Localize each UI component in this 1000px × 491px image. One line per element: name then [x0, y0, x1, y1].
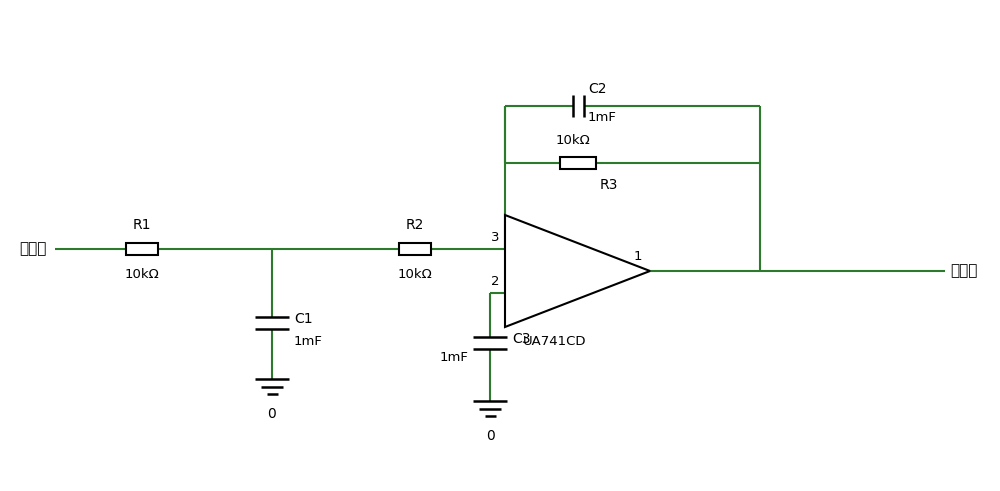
- Text: 10kΩ: 10kΩ: [556, 134, 590, 147]
- Bar: [126, 243, 158, 255]
- Text: 3: 3: [490, 231, 499, 244]
- Text: UA741CD: UA741CD: [523, 335, 586, 348]
- Text: R3: R3: [600, 178, 618, 192]
- Text: 输入端: 输入端: [20, 242, 47, 256]
- Text: C1: C1: [294, 312, 313, 326]
- Text: 10kΩ: 10kΩ: [125, 268, 159, 281]
- Text: 1mF: 1mF: [439, 351, 468, 364]
- Text: -: -: [515, 275, 520, 289]
- Text: +: +: [515, 229, 527, 243]
- Text: 输出端: 输出端: [950, 264, 977, 278]
- Text: 0: 0: [486, 429, 494, 443]
- Bar: [560, 157, 596, 169]
- Text: 2: 2: [490, 275, 499, 288]
- Text: 0: 0: [268, 407, 276, 421]
- Text: R2: R2: [406, 218, 424, 232]
- Text: 10kΩ: 10kΩ: [398, 268, 432, 281]
- Text: 1: 1: [634, 250, 642, 263]
- Text: C3: C3: [512, 332, 530, 346]
- Bar: [399, 243, 431, 255]
- Text: 1mF: 1mF: [588, 111, 617, 124]
- Text: C2: C2: [588, 82, 606, 96]
- Text: 1mF: 1mF: [294, 335, 323, 348]
- Text: R1: R1: [133, 218, 151, 232]
- Polygon shape: [505, 215, 650, 327]
